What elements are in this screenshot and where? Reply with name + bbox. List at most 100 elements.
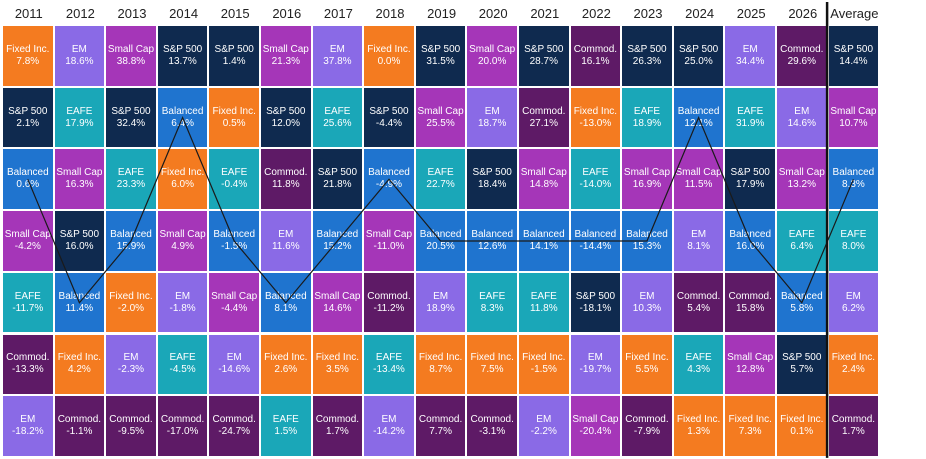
return-value: 8.3% — [480, 302, 504, 314]
return-value: 8.1% — [274, 302, 298, 314]
return-value: -2.3% — [117, 364, 145, 376]
return-cell: EAFE -13.4% — [364, 334, 414, 395]
return-cell: EAFE 6.4% — [777, 211, 827, 271]
return-value: -14.0% — [579, 179, 612, 191]
asset-label: S&P 500 — [317, 167, 358, 179]
asset-label: Fixed Inc. — [367, 43, 411, 55]
asset-label: Commod. — [212, 414, 256, 426]
return-cell: Commod. 27.1% — [519, 87, 569, 148]
return-cell: Commod. -24.7% — [209, 396, 259, 456]
return-value: 2.6% — [274, 364, 298, 376]
return-value: 1.3% — [687, 426, 710, 438]
return-value: -11.0% — [373, 240, 405, 252]
asset-label: EM — [381, 414, 397, 426]
return-cell: S&P 500 -18.1% — [570, 272, 621, 333]
asset-label: S&P 500 — [420, 43, 461, 55]
return-value: 5.5% — [635, 364, 659, 376]
year-label: 2023 — [633, 6, 663, 21]
asset-label: S&P 500 — [111, 105, 151, 117]
return-value: 12.8% — [736, 364, 765, 376]
asset-label: EAFE — [169, 352, 196, 364]
year-label: 2016 — [272, 6, 302, 21]
asset-label: Balanced — [161, 105, 204, 117]
asset-label: Small Cap — [4, 228, 51, 240]
asset-label: EAFE — [788, 228, 815, 240]
return-value: 7.3% — [738, 426, 762, 438]
return-cell: Fixed Inc. -13.0% — [570, 87, 621, 148]
return-value: 20.0% — [478, 55, 507, 67]
asset-label: Fixed Inc. — [109, 290, 153, 302]
return-cell: EM 6.2% — [828, 272, 879, 333]
return-cell: S&P 500 13.7% — [157, 26, 208, 86]
return-cell: Fixed Inc. -1.5% — [519, 334, 569, 395]
return-value: 6.2% — [841, 302, 865, 314]
return-value: 34.4% — [736, 55, 765, 67]
return-value: -2.0% — [117, 302, 145, 314]
return-value: -0.4% — [221, 179, 248, 191]
return-value: -4.4% — [221, 302, 248, 314]
return-value: -4.2% — [14, 240, 41, 252]
asset-label: Commod. — [6, 352, 50, 364]
return-value: 15.8% — [736, 302, 765, 314]
asset-label: Commod. — [831, 414, 876, 426]
asset-label: Fixed Inc. — [470, 352, 514, 364]
return-cell: EAFE 8.0% — [828, 211, 879, 271]
return-cell: S&P 500 25.0% — [673, 26, 724, 86]
return-cell: Small Cap 11.5% — [673, 149, 724, 210]
return-value: -19.7% — [579, 364, 612, 376]
asset-label: EAFE — [427, 167, 454, 179]
return-value: 12.1% — [684, 117, 713, 129]
return-value: 16.0% — [65, 240, 94, 252]
return-value: 25.0% — [684, 55, 713, 67]
return-value: 12.0% — [271, 117, 300, 129]
return-value: 5.8% — [790, 302, 814, 314]
return-value: 1.7% — [841, 426, 865, 438]
asset-label: EAFE — [737, 105, 764, 117]
asset-label: Small Cap — [211, 290, 258, 302]
return-cell: Fixed Inc. 2.4% — [828, 334, 879, 395]
asset-label: EAFE — [66, 105, 93, 117]
asset-label: Fixed Inc. — [831, 352, 876, 364]
asset-label: S&P 500 — [214, 43, 254, 55]
return-value: 0.0% — [377, 55, 401, 67]
asset-label: EM — [123, 352, 139, 364]
return-cell: EM -2.3% — [106, 334, 156, 395]
return-value: 18.4% — [478, 179, 507, 191]
asset-label: EM — [845, 290, 861, 302]
return-value: 0.1% — [790, 426, 814, 438]
asset-label: S&P 500 — [833, 43, 874, 55]
return-cell: Small Cap 38.8% — [106, 26, 156, 86]
asset-label: Commod. — [57, 414, 102, 426]
return-value: 15.2% — [323, 240, 352, 252]
asset-label: Balanced — [626, 228, 668, 240]
return-cell: Small Cap -20.4% — [570, 396, 621, 456]
return-value: 14.1% — [529, 240, 558, 252]
return-cell: Balanced 12.1% — [673, 87, 724, 148]
return-cell: EM -2.2% — [519, 396, 569, 456]
return-cell: Balanced 0.6% — [3, 149, 53, 210]
return-cell: EM 8.1% — [673, 211, 724, 271]
asset-label: EM — [794, 105, 810, 117]
return-cell: S&P 500 14.4% — [828, 26, 879, 86]
asset-label: Fixed Inc. — [625, 352, 669, 364]
return-cell: S&P 500 18.4% — [467, 149, 517, 210]
return-cell: S&P 500 12.0% — [261, 87, 311, 148]
return-value: 5.7% — [790, 364, 814, 376]
return-value: 31.9% — [736, 117, 765, 129]
year-label: 2017 — [323, 6, 353, 21]
return-cell: EM 18.6% — [54, 26, 105, 86]
return-value: -13.0% — [579, 117, 612, 129]
return-value: 21.3% — [271, 55, 300, 67]
return-cell: EM 18.7% — [467, 87, 517, 148]
return-cell: Commod. -17.0% — [157, 396, 208, 456]
return-value: 16.3% — [65, 179, 94, 191]
asset-label: Fixed Inc. — [57, 352, 102, 364]
return-value: -7.9% — [633, 426, 661, 438]
asset-label: EAFE — [324, 105, 351, 117]
return-value: -9.5% — [117, 426, 145, 438]
return-cell: EAFE 8.3% — [467, 272, 517, 333]
asset-label: EM — [536, 414, 552, 426]
return-value: -17.0% — [166, 426, 199, 438]
return-value: -3.1% — [479, 426, 506, 438]
return-value: 14.6% — [323, 302, 352, 314]
